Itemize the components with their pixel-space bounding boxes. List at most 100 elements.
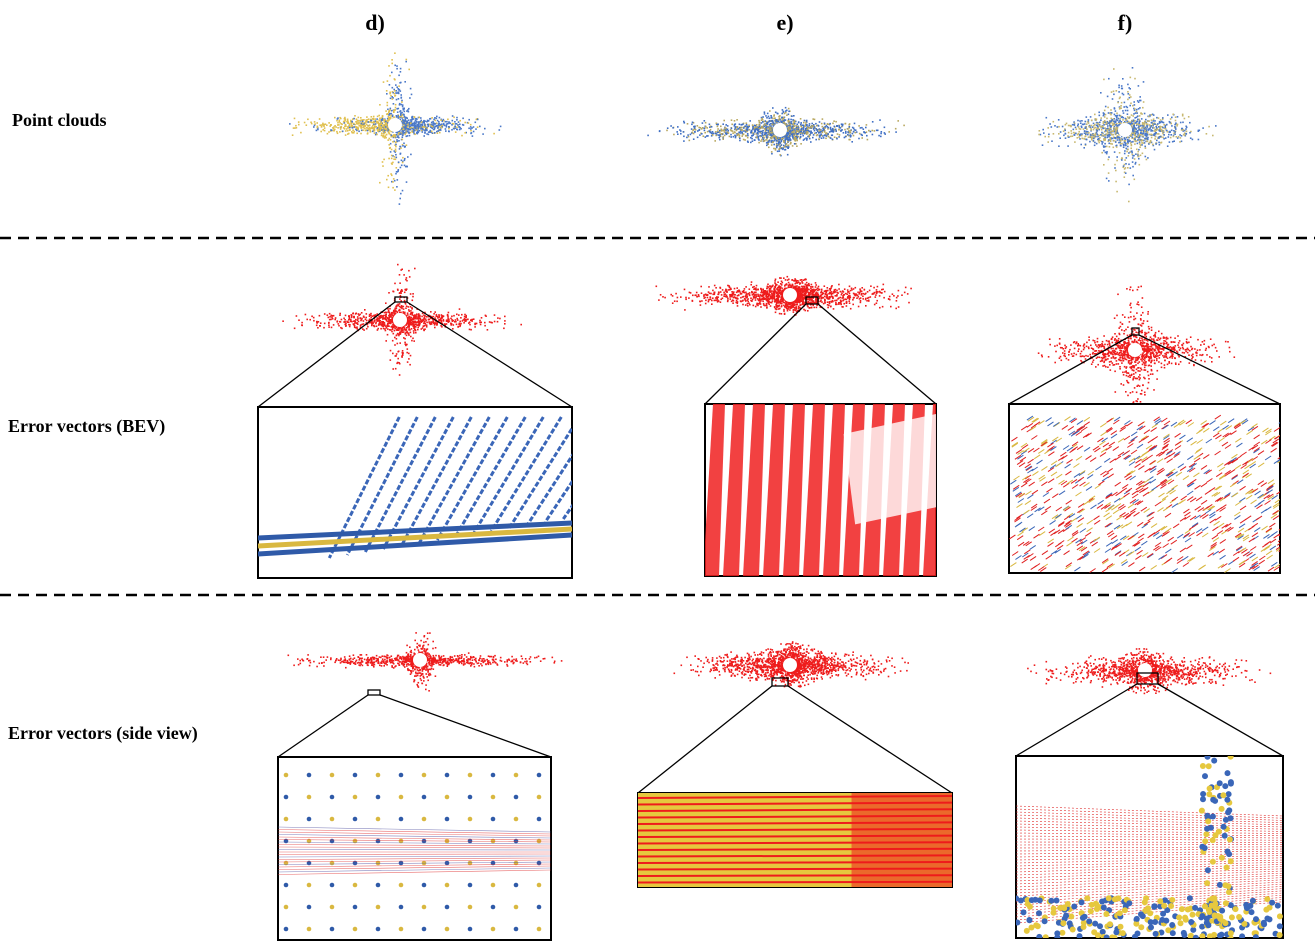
point — [762, 127, 764, 129]
point — [393, 89, 395, 91]
point — [1115, 110, 1117, 112]
point — [390, 108, 392, 110]
point — [1077, 137, 1079, 139]
point — [388, 144, 390, 146]
point — [1065, 133, 1067, 135]
point — [712, 134, 714, 136]
point — [794, 122, 796, 124]
point — [347, 119, 349, 121]
point — [1156, 140, 1158, 142]
point — [337, 124, 339, 126]
point — [425, 320, 427, 322]
point — [787, 154, 789, 156]
point — [440, 119, 442, 121]
point — [797, 130, 799, 132]
point — [395, 150, 397, 152]
point — [366, 116, 368, 118]
point — [888, 131, 890, 133]
point — [349, 326, 351, 328]
point — [1122, 88, 1124, 90]
point — [839, 134, 841, 136]
point — [778, 143, 780, 145]
point — [770, 115, 772, 117]
point — [347, 130, 349, 132]
point — [373, 128, 375, 130]
point — [1138, 129, 1140, 131]
point — [786, 133, 788, 135]
point — [785, 119, 787, 121]
point — [819, 132, 821, 134]
point — [1110, 131, 1112, 133]
point — [769, 124, 771, 126]
point — [1106, 153, 1108, 155]
point — [396, 86, 398, 88]
point — [412, 116, 414, 118]
point — [403, 109, 405, 111]
point — [369, 314, 371, 316]
point — [1140, 134, 1142, 136]
point — [697, 137, 699, 139]
point — [1074, 141, 1076, 143]
point — [1070, 130, 1072, 132]
point — [1085, 121, 1087, 123]
point — [468, 128, 470, 130]
point — [406, 125, 408, 127]
point — [1111, 143, 1113, 145]
point — [739, 136, 741, 138]
point — [371, 325, 373, 327]
point — [404, 158, 406, 160]
point — [772, 118, 774, 120]
point — [1185, 128, 1187, 130]
point — [1138, 134, 1140, 136]
point — [807, 127, 809, 129]
point — [1106, 118, 1108, 120]
point — [830, 128, 832, 130]
point — [676, 131, 678, 133]
point — [866, 124, 868, 126]
point — [731, 128, 733, 130]
point — [897, 120, 899, 122]
point — [837, 133, 839, 135]
point — [866, 135, 868, 137]
point — [1097, 136, 1099, 138]
point — [1158, 117, 1160, 119]
point — [1144, 131, 1146, 133]
point — [371, 116, 373, 118]
point — [401, 97, 403, 99]
point — [391, 331, 393, 333]
point — [398, 305, 400, 307]
point — [1123, 165, 1125, 167]
point — [786, 138, 788, 140]
point — [363, 125, 365, 127]
point — [1129, 140, 1131, 142]
point — [737, 128, 739, 130]
point — [1192, 139, 1194, 141]
point — [1091, 120, 1093, 122]
point — [386, 179, 388, 181]
point — [788, 125, 790, 127]
point — [1098, 112, 1100, 114]
point — [412, 293, 414, 295]
sensor-gap — [388, 118, 402, 132]
point — [410, 127, 412, 129]
point — [1114, 151, 1116, 153]
point — [1091, 125, 1093, 127]
point — [1163, 130, 1165, 132]
point — [433, 126, 435, 128]
point — [884, 133, 886, 135]
point — [770, 117, 772, 119]
point — [751, 131, 753, 133]
point — [703, 135, 705, 137]
point — [419, 318, 421, 320]
point — [415, 126, 417, 128]
point — [1046, 117, 1048, 119]
point — [380, 328, 382, 330]
point — [370, 313, 372, 315]
point — [748, 125, 750, 127]
point — [479, 320, 481, 322]
point — [714, 140, 716, 142]
point — [462, 118, 464, 120]
point — [749, 129, 751, 131]
point — [750, 142, 752, 144]
point-cloud — [1038, 67, 1216, 202]
